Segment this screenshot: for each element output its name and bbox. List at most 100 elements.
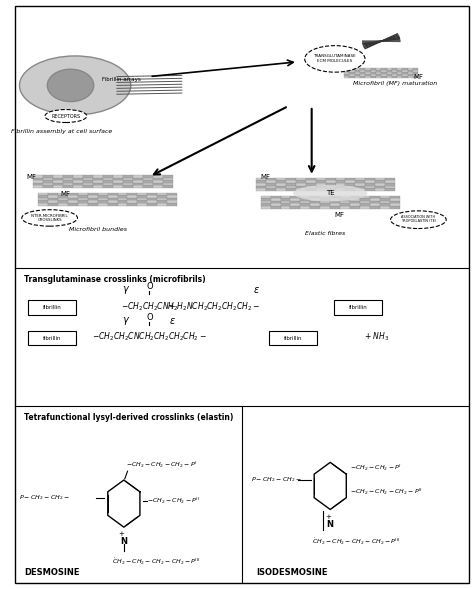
Bar: [157, 198, 167, 200]
Bar: [350, 196, 360, 198]
Text: $P-CH_2-CH_2-$: $P-CH_2-CH_2-$: [19, 493, 70, 502]
Bar: [310, 201, 320, 203]
Bar: [163, 175, 173, 177]
Bar: [360, 70, 365, 72]
Bar: [355, 72, 360, 74]
Bar: [103, 186, 113, 188]
Bar: [340, 196, 350, 198]
Bar: [306, 178, 316, 180]
Bar: [118, 193, 128, 195]
Bar: [296, 186, 306, 188]
Text: N: N: [120, 537, 128, 547]
Bar: [360, 206, 370, 209]
Bar: [380, 203, 390, 206]
Text: TROPOELASTIN (TE): TROPOELASTIN (TE): [401, 219, 436, 223]
Ellipse shape: [47, 70, 94, 102]
Text: $\dot{C}H_2-CH_2-CH_2-CH_2-P^{III}$: $\dot{C}H_2-CH_2-CH_2-CH_2-P^{III}$: [112, 556, 201, 567]
Bar: [88, 193, 98, 195]
Bar: [330, 196, 340, 198]
Bar: [271, 198, 281, 201]
Bar: [157, 200, 167, 203]
Bar: [336, 188, 346, 191]
Bar: [346, 183, 356, 186]
Bar: [336, 178, 346, 180]
Bar: [356, 188, 365, 191]
Bar: [390, 206, 400, 209]
Bar: [153, 180, 163, 183]
Bar: [360, 201, 370, 203]
Bar: [118, 203, 128, 206]
Bar: [386, 76, 392, 78]
Bar: [385, 188, 395, 191]
Bar: [147, 200, 157, 203]
Bar: [376, 72, 381, 74]
Bar: [143, 186, 153, 188]
Bar: [38, 200, 48, 203]
Bar: [48, 198, 58, 200]
Bar: [266, 180, 276, 183]
Bar: [349, 76, 355, 78]
Bar: [93, 183, 103, 186]
Bar: [128, 193, 137, 195]
Text: MF: MF: [413, 74, 423, 80]
Bar: [326, 188, 336, 191]
Bar: [381, 74, 386, 76]
Bar: [375, 188, 385, 191]
Bar: [301, 201, 310, 203]
Bar: [286, 183, 296, 186]
Bar: [402, 68, 408, 70]
Bar: [286, 178, 296, 180]
Bar: [316, 188, 326, 191]
Bar: [413, 68, 419, 70]
Bar: [38, 198, 48, 200]
Bar: [291, 198, 301, 201]
Bar: [261, 196, 271, 198]
Bar: [376, 68, 381, 70]
Bar: [153, 175, 163, 177]
Bar: [163, 183, 173, 186]
Bar: [365, 68, 371, 70]
Bar: [38, 195, 48, 198]
Bar: [133, 175, 143, 177]
Bar: [43, 183, 53, 186]
Bar: [33, 175, 43, 177]
Bar: [256, 183, 266, 186]
Bar: [78, 198, 88, 200]
Bar: [330, 203, 340, 206]
Bar: [48, 193, 58, 195]
Bar: [390, 198, 400, 201]
Text: MF: MF: [260, 174, 270, 180]
Bar: [33, 183, 43, 186]
Bar: [381, 76, 386, 78]
Bar: [291, 203, 301, 206]
Ellipse shape: [305, 46, 365, 72]
Bar: [371, 76, 376, 78]
Bar: [356, 180, 365, 183]
Bar: [98, 203, 108, 206]
Bar: [98, 198, 108, 200]
Ellipse shape: [45, 110, 87, 123]
Bar: [340, 203, 350, 206]
Bar: [360, 72, 365, 74]
Text: fibrillin: fibrillin: [284, 336, 302, 340]
Bar: [350, 201, 360, 203]
Bar: [143, 177, 153, 180]
Bar: [380, 206, 390, 209]
Bar: [330, 198, 340, 201]
Bar: [350, 206, 360, 209]
Bar: [320, 206, 330, 209]
Bar: [355, 76, 360, 78]
Bar: [392, 76, 397, 78]
Bar: [344, 74, 349, 76]
Bar: [346, 178, 356, 180]
Bar: [375, 180, 385, 183]
Bar: [286, 180, 296, 183]
Bar: [137, 195, 147, 198]
Bar: [53, 186, 63, 188]
Bar: [133, 183, 143, 186]
Bar: [68, 195, 78, 198]
Bar: [408, 74, 413, 76]
Bar: [390, 196, 400, 198]
Bar: [68, 203, 78, 206]
Bar: [83, 177, 93, 180]
